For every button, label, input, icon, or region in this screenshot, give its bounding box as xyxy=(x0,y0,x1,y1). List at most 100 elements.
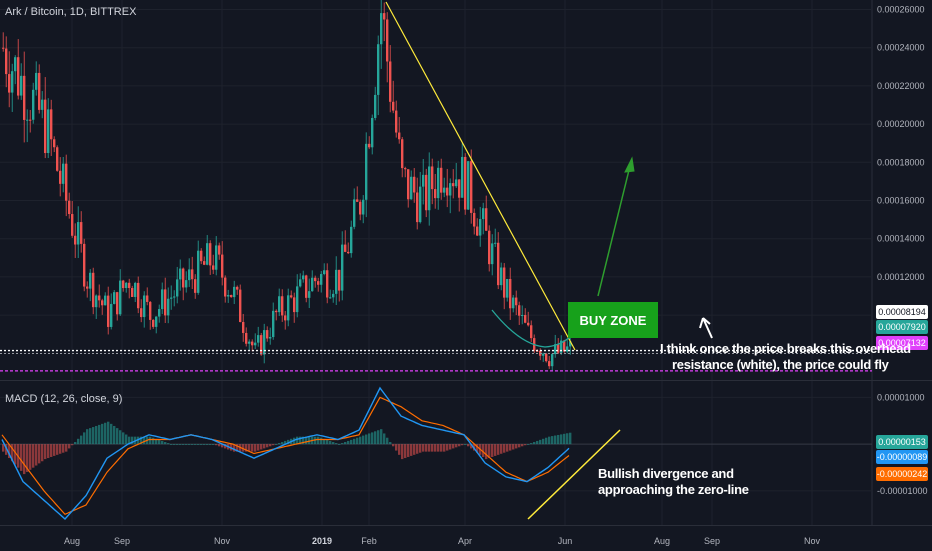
macd-histogram-bar xyxy=(80,435,83,445)
macd-histogram-bar xyxy=(107,421,110,445)
candle-body xyxy=(239,289,242,322)
candle-body xyxy=(20,75,23,96)
macd-histogram-bar xyxy=(191,444,194,445)
candle-body xyxy=(191,269,194,280)
macd-histogram-bar xyxy=(320,437,323,445)
price-chart[interactable]: 0.00026000 0.00024000 0.00022000 0.00020000… xyxy=(0,0,932,380)
candle-body xyxy=(257,335,260,343)
candle-body xyxy=(53,139,56,148)
candle-body xyxy=(137,282,140,309)
candle-body xyxy=(551,354,554,367)
candle-body xyxy=(479,219,482,236)
price-pane[interactable]: 0.00026000 0.00024000 0.00022000 0.00020000… xyxy=(0,0,932,380)
time-tick-label: Apr xyxy=(458,536,472,546)
macd-histogram-bar xyxy=(194,444,197,445)
candle-body xyxy=(272,310,275,338)
macd-histogram-bar xyxy=(125,434,128,445)
macd-histogram-bar xyxy=(458,444,461,447)
candle-body xyxy=(236,286,239,290)
macd-histogram-bar xyxy=(53,444,56,456)
candle-body xyxy=(563,340,566,352)
macd-chart[interactable]: 0.00001000 -0.00001000 xyxy=(0,381,932,526)
candle-body xyxy=(473,212,476,227)
chart-title: Ark / Bitcoin, 1D, BITTREX xyxy=(5,6,137,18)
macd-histogram-bar xyxy=(116,428,119,445)
macd-histogram-bar xyxy=(26,444,29,472)
candle-body xyxy=(29,119,32,121)
macd-histogram-bar xyxy=(104,422,107,445)
macd-histogram-bar xyxy=(95,425,98,445)
macd-histogram-bar xyxy=(305,436,308,445)
macd-histogram-bar xyxy=(272,444,275,446)
macd-histogram-bar xyxy=(488,444,491,459)
candle-body xyxy=(281,296,284,316)
candle-body xyxy=(59,170,62,184)
macd-histogram-bar xyxy=(14,444,17,465)
candle-body xyxy=(278,296,281,313)
macd-histogram-bar xyxy=(29,444,32,470)
candle-body xyxy=(203,261,206,265)
candle-body xyxy=(56,147,59,171)
time-tick-label: Nov xyxy=(214,536,231,546)
candle-body xyxy=(8,74,11,93)
candle-body xyxy=(197,250,200,293)
candle-body xyxy=(317,281,320,285)
candle-body xyxy=(293,297,296,313)
candle-body xyxy=(329,297,332,299)
macd-histogram-bar xyxy=(188,444,191,445)
macd-histogram-bar xyxy=(245,444,248,452)
macd-histogram-bar xyxy=(323,438,326,445)
time-tick-label: Aug xyxy=(654,536,670,546)
candle-body xyxy=(407,169,410,200)
price-tick-label: 0.00020000 xyxy=(877,119,925,129)
resistance-note-line1: I think once the price breaks this overh… xyxy=(660,341,911,356)
candle-body xyxy=(95,295,98,308)
candle-body xyxy=(17,57,20,96)
candle-body xyxy=(188,269,191,281)
macd-histogram-bar xyxy=(446,444,449,451)
macd-pane[interactable]: 0.00001000 -0.00001000 MACD (12, 26, clos… xyxy=(0,380,932,526)
macd-histogram-bar xyxy=(56,444,59,455)
macd-histogram-bar xyxy=(443,444,446,452)
candle-body xyxy=(104,295,107,306)
macd-histogram-bar xyxy=(173,444,176,445)
resistance-note-line2: resistance (white), the price could fly xyxy=(672,357,889,372)
candle-body xyxy=(458,179,461,198)
macd-histogram-bar xyxy=(296,436,299,445)
candle-body xyxy=(263,330,266,355)
candle-body xyxy=(230,294,233,298)
macd-histogram-bar xyxy=(254,444,257,452)
macd-histogram-bar xyxy=(86,429,89,445)
time-tick-label: Sep xyxy=(704,536,720,546)
signal-line-tag: -0.00000242 xyxy=(876,467,928,481)
candle-body xyxy=(314,277,317,282)
candle-body xyxy=(299,279,302,287)
candle-body xyxy=(461,156,464,198)
macd-histogram-bar xyxy=(356,437,359,445)
candle-body xyxy=(86,286,89,289)
candle-body xyxy=(287,295,290,321)
divergence-note-line1: Bullish divergence and xyxy=(598,466,734,481)
candle-body xyxy=(524,315,527,323)
candle-body xyxy=(167,298,170,316)
candle-body xyxy=(209,243,212,266)
macd-histogram-bar xyxy=(5,444,8,455)
candle-body xyxy=(290,295,293,298)
time-axis[interactable]: Aug Sep Nov 2019 Feb Apr Jun Aug Sep Nov xyxy=(0,525,932,551)
macd-histogram-bar xyxy=(266,444,269,448)
macd-histogram-bar xyxy=(110,423,113,445)
macd-histogram-bar xyxy=(248,444,251,452)
candle-body xyxy=(518,305,521,316)
breakout-arrow-head xyxy=(624,156,635,173)
candle-body xyxy=(386,19,389,62)
macd-histogram-bar xyxy=(380,429,383,445)
candle-body xyxy=(560,340,563,353)
macd-histogram-bar xyxy=(386,437,389,445)
price-tick-label: 0.00026000 xyxy=(877,5,925,15)
macd-histogram-bar xyxy=(365,434,368,445)
macd-histogram-bar xyxy=(35,444,38,466)
candle-body xyxy=(512,297,515,309)
candle-body xyxy=(413,176,416,193)
candle-body xyxy=(32,89,35,120)
candle-body xyxy=(182,268,185,288)
